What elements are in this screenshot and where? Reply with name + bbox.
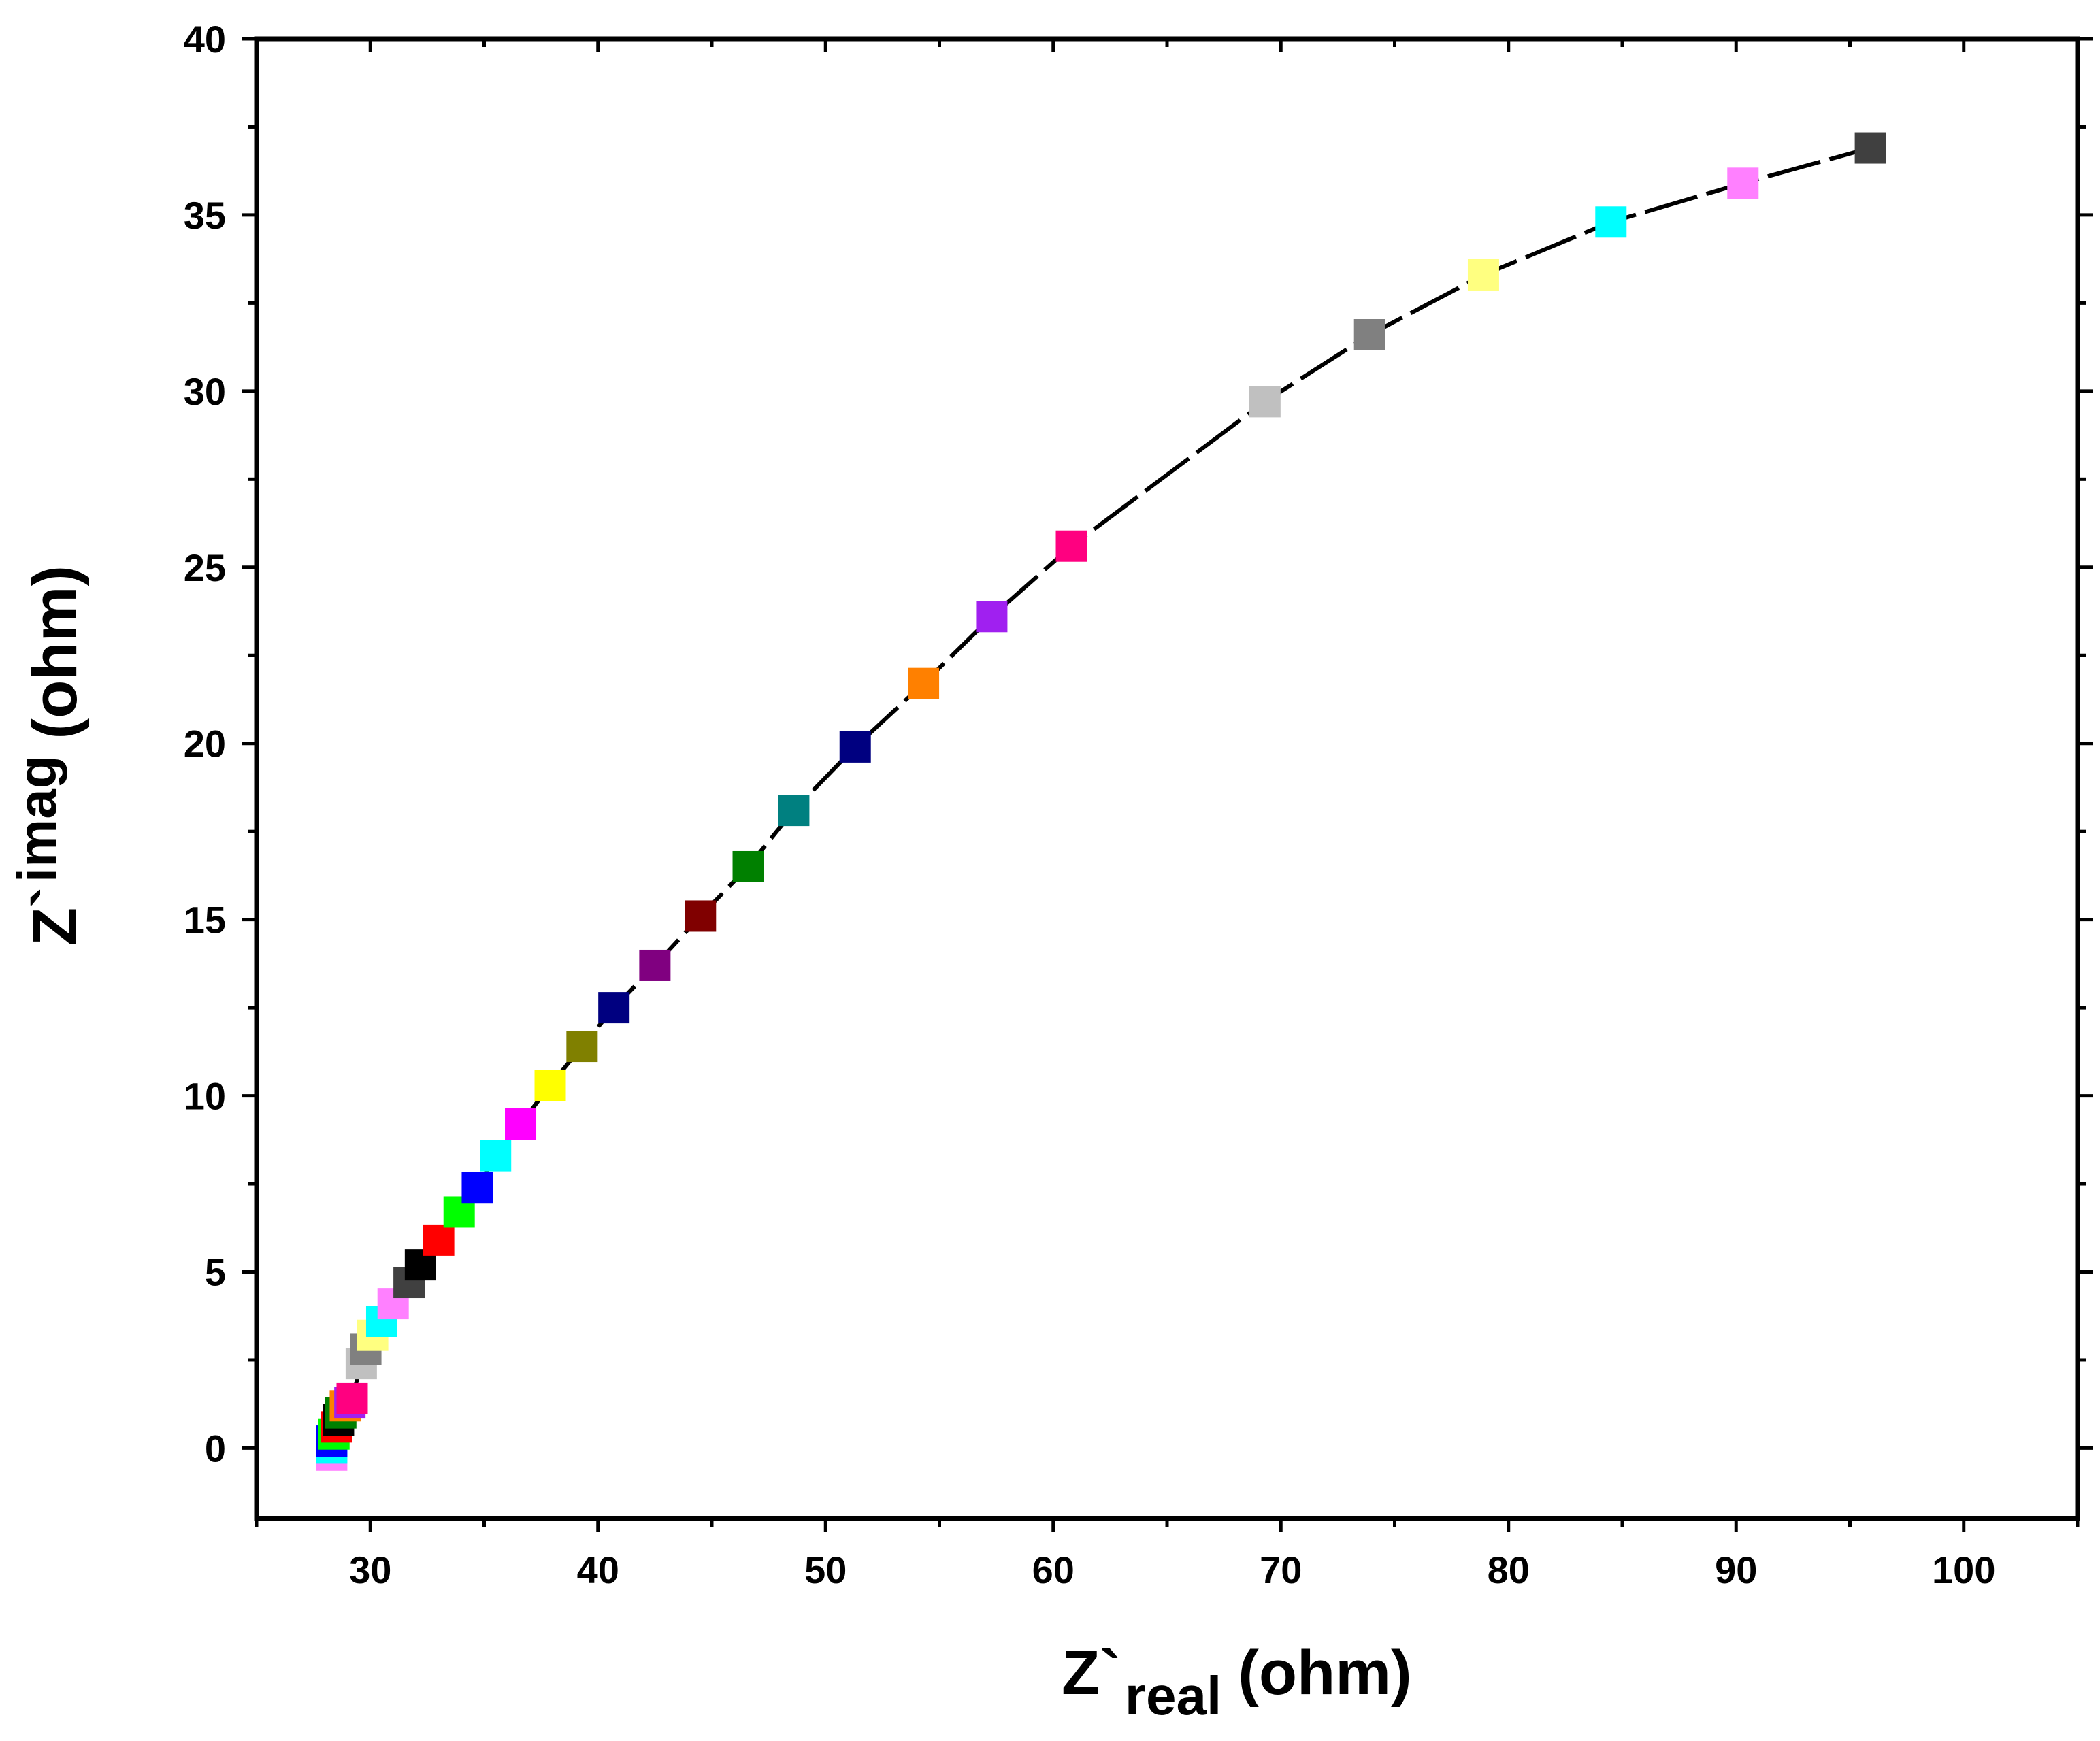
tick-labels-layer: 30 40 50 60 70 80 90 100 0 5 10 15 20 25 30 35 40 bbox=[184, 18, 1996, 1591]
y-tick-label: 35 bbox=[184, 194, 226, 237]
x-tick-label: 70 bbox=[1260, 1548, 1302, 1591]
y-tick-label: 0 bbox=[205, 1427, 226, 1470]
data-point bbox=[1353, 319, 1385, 350]
data-point bbox=[534, 1070, 566, 1101]
data-point bbox=[1854, 132, 1886, 164]
data-point bbox=[685, 900, 717, 932]
data-point bbox=[1727, 167, 1759, 199]
x-axis-title-main: Z` bbox=[1062, 1638, 1121, 1708]
data-point bbox=[505, 1108, 537, 1140]
ticks-layer bbox=[242, 37, 2093, 1532]
data-point bbox=[598, 992, 630, 1024]
data-point bbox=[778, 795, 810, 827]
data-point bbox=[976, 601, 1008, 633]
x-tick-label: 90 bbox=[1715, 1548, 1757, 1591]
y-tick-label: 40 bbox=[184, 18, 226, 61]
y-tick-label: 10 bbox=[184, 1075, 226, 1118]
y-tick-label: 5 bbox=[205, 1251, 226, 1294]
line-layer bbox=[329, 146, 1871, 1455]
data-point bbox=[566, 1031, 598, 1063]
data-point bbox=[908, 667, 940, 699]
x-axis-title: Z`real (ohm) bbox=[1062, 1638, 1412, 1726]
y-axis-title: Z`imag (ohm) bbox=[7, 565, 90, 946]
y-tick-label: 15 bbox=[184, 899, 226, 942]
data-point bbox=[461, 1172, 493, 1204]
plot-frame bbox=[254, 36, 2080, 1521]
x-tick-label: 60 bbox=[1032, 1548, 1074, 1591]
x-tick-label: 50 bbox=[804, 1548, 847, 1591]
x-tick-label: 40 bbox=[577, 1548, 619, 1591]
y-axis-title-sub: imag bbox=[7, 755, 67, 882]
data-point bbox=[480, 1140, 512, 1172]
y-tick-label: 30 bbox=[184, 370, 226, 413]
x-axis-title-sub: real bbox=[1125, 1665, 1221, 1726]
data-point bbox=[1595, 206, 1627, 238]
series-line bbox=[329, 146, 1871, 1455]
x-tick-label: 80 bbox=[1488, 1548, 1530, 1591]
x-tick-label: 100 bbox=[1932, 1548, 1995, 1591]
y-axis-title-unit: (ohm) bbox=[20, 565, 90, 739]
x-tick-label: 30 bbox=[349, 1548, 391, 1591]
data-point bbox=[1467, 259, 1499, 291]
y-tick-label: 20 bbox=[184, 723, 226, 765]
points-layer bbox=[316, 132, 1886, 1471]
data-point bbox=[336, 1382, 368, 1414]
data-point bbox=[1249, 386, 1281, 418]
data-point bbox=[639, 949, 671, 981]
y-axis-title-main: Z` bbox=[20, 886, 90, 946]
y-tick-label: 25 bbox=[184, 546, 226, 589]
data-point bbox=[839, 731, 871, 763]
x-axis-title-unit: (ohm) bbox=[1238, 1638, 1411, 1708]
data-point bbox=[1055, 530, 1087, 562]
data-point bbox=[732, 850, 764, 882]
data-point bbox=[423, 1224, 455, 1256]
